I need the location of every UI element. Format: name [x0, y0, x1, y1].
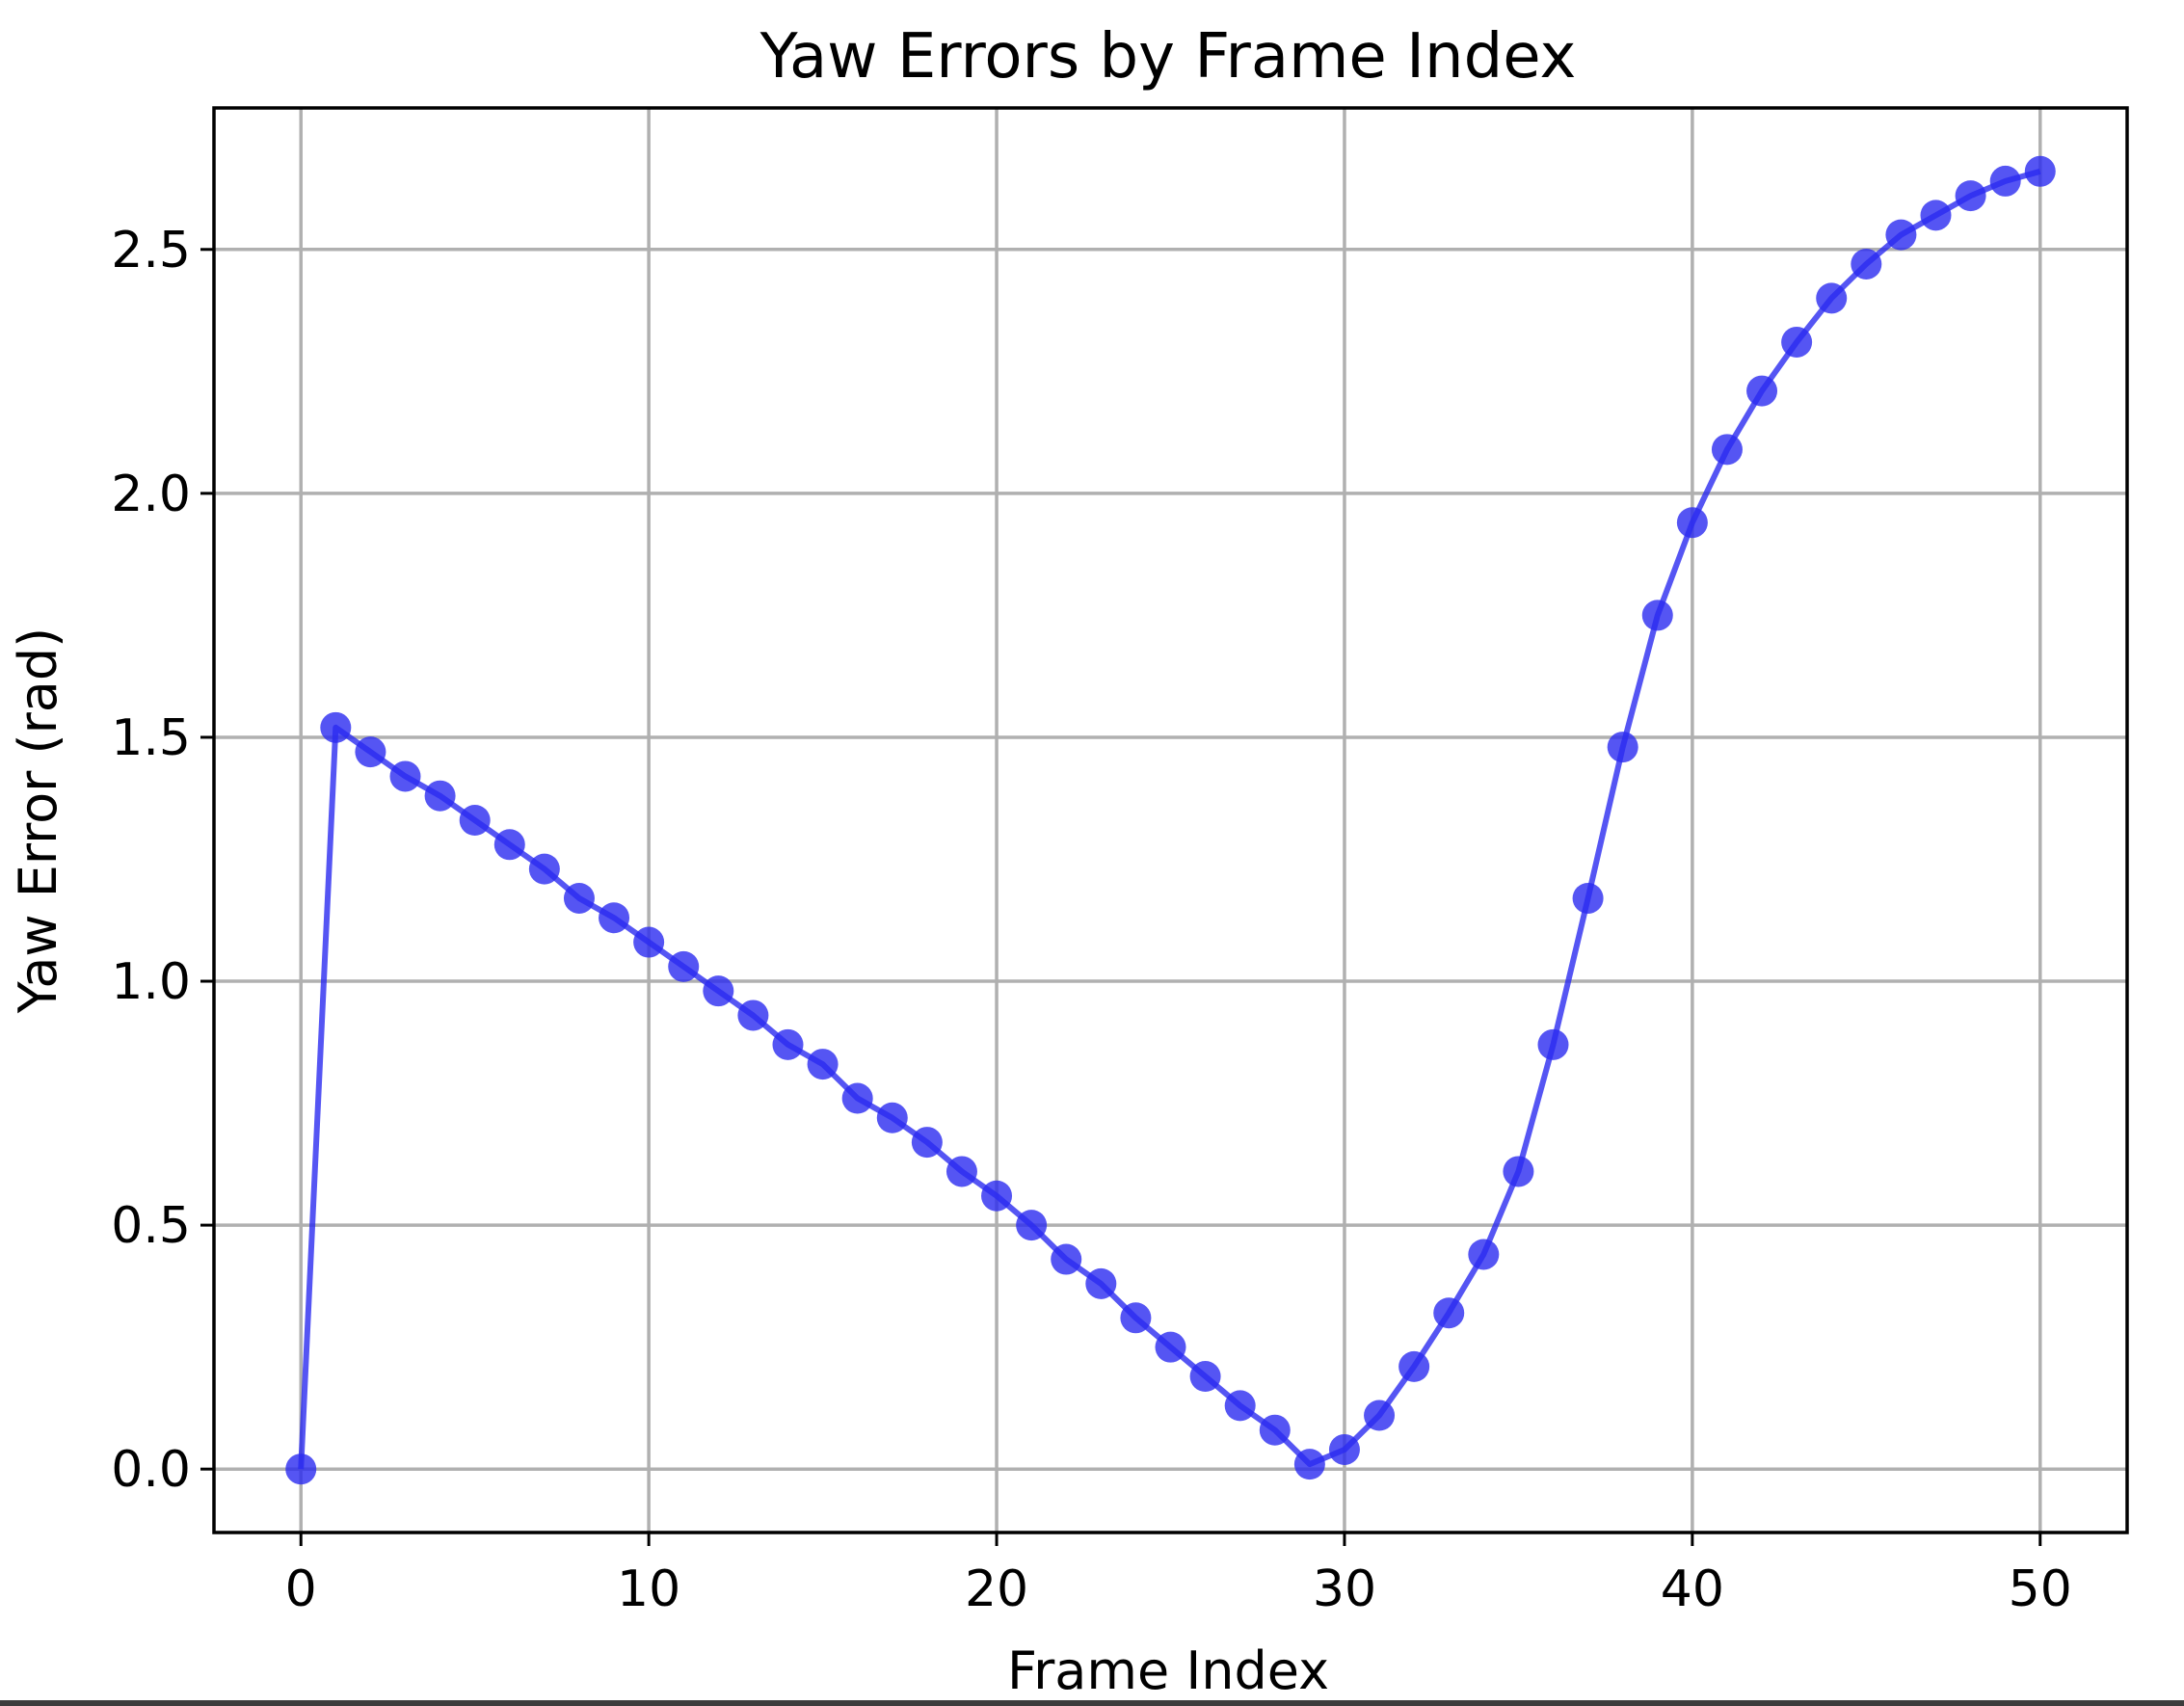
grid-lines [214, 108, 2127, 1533]
window-bottom-edge [0, 1700, 2184, 1706]
y-tick-label: 1.0 [111, 953, 191, 1011]
data-point [1155, 1331, 1186, 1363]
data-point [355, 736, 386, 768]
data-point [563, 882, 595, 914]
data-point [1468, 1239, 1500, 1270]
data-point [1328, 1433, 1360, 1465]
data-point [1016, 1210, 1048, 1241]
data-point [1051, 1243, 1082, 1275]
x-tick-label: 40 [1661, 1560, 1724, 1618]
data-point [1364, 1399, 1396, 1431]
x-tick-label: 0 [285, 1560, 317, 1618]
data-point [2024, 155, 2056, 187]
data-point [668, 950, 700, 982]
data-point [424, 780, 456, 812]
data-point [1851, 248, 1882, 280]
data-point [1085, 1267, 1117, 1299]
data-point [1711, 434, 1743, 466]
data-point [285, 1453, 317, 1485]
x-tick-label: 30 [1313, 1560, 1376, 1618]
data-point [1641, 600, 1673, 631]
data-point [1746, 375, 1778, 407]
y-tick-label: 0.5 [111, 1197, 191, 1255]
data-point [876, 1102, 908, 1133]
x-tick-label: 20 [965, 1560, 1028, 1618]
data-point [946, 1156, 977, 1187]
data-point [772, 1028, 804, 1060]
axis-ticks: 0 10 20 30 40 50 0.0 0.5 1.0 1.5 2.0 2.5 [111, 222, 2072, 1618]
data-point [1885, 219, 1917, 251]
data-point [1920, 200, 1952, 231]
data-point [981, 1180, 1013, 1212]
data-point [841, 1082, 873, 1114]
data-point [1259, 1414, 1291, 1446]
series-line [298, 168, 2041, 1470]
data-point [807, 1049, 839, 1080]
data-point [1224, 1390, 1256, 1422]
data-point [459, 805, 491, 836]
plot-area-frame [212, 106, 2129, 1534]
data-series [285, 155, 2056, 1485]
x-tick-label: 10 [617, 1560, 680, 1618]
x-tick-label: 50 [2009, 1560, 2072, 1618]
data-point [1607, 732, 1638, 763]
data-point [1989, 165, 2021, 197]
data-point [737, 1000, 769, 1031]
x-axis-label: Frame Index [1007, 1640, 1329, 1701]
data-point [389, 760, 421, 792]
data-point [703, 975, 734, 1007]
data-point [1189, 1361, 1221, 1393]
y-tick-label: 0.0 [111, 1441, 191, 1499]
data-point [1537, 1028, 1569, 1060]
data-point [1816, 282, 1848, 314]
data-point [1398, 1350, 1430, 1382]
data-point [1433, 1297, 1465, 1329]
y-tick-label: 2.0 [111, 466, 191, 523]
y-tick-label: 2.5 [111, 222, 191, 280]
y-axis-label: Yaw Error (rad) [8, 627, 68, 1014]
data-point [1293, 1449, 1325, 1480]
data-point [1955, 180, 1986, 212]
data-point [320, 711, 352, 743]
data-point [528, 853, 560, 885]
data-point [599, 902, 630, 934]
data-point [1572, 882, 1604, 914]
data-point [1676, 507, 1708, 539]
data-point [1781, 326, 1813, 358]
data-point [1503, 1156, 1534, 1187]
data-point [633, 926, 665, 958]
chart-title: Yaw Errors by Frame Index [759, 21, 1577, 93]
data-point [1120, 1302, 1152, 1334]
y-tick-label: 1.5 [111, 709, 191, 767]
data-point [493, 829, 525, 861]
data-point [911, 1127, 943, 1159]
